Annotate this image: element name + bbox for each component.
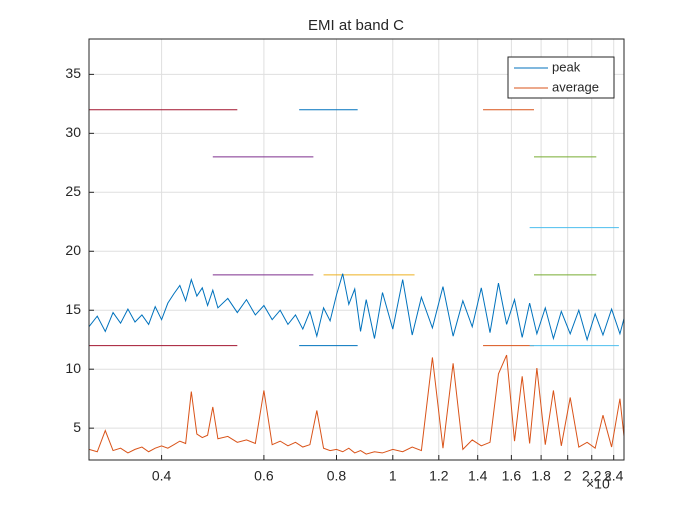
legend-box xyxy=(507,56,615,99)
y-tick-label: 20 xyxy=(65,242,81,258)
y-tick-label: 15 xyxy=(65,301,81,317)
legend-label: average xyxy=(552,79,599,94)
x-exponent-base: ×10 xyxy=(586,476,610,492)
series-line xyxy=(89,273,624,342)
x-tick-label: 2.2 xyxy=(582,468,602,484)
legend-label: peak xyxy=(552,59,581,74)
x-tick-label: 0.8 xyxy=(327,468,347,484)
x-tick-label: 2 xyxy=(564,468,572,484)
chart-title: EMI at band C xyxy=(308,17,404,34)
plot-area xyxy=(89,39,624,455)
y-tick-label: 10 xyxy=(65,360,81,376)
x-tick-label: 1.6 xyxy=(502,468,522,484)
x-tick-label: 1.8 xyxy=(531,468,551,484)
x-exponent: 8 xyxy=(605,472,611,484)
x-tick-label: 0.4 xyxy=(152,468,172,484)
y-tick-label: 5 xyxy=(73,419,81,435)
x-tick-label: 1.4 xyxy=(468,468,488,484)
axes-box xyxy=(88,38,625,461)
x-tick-label: 1 xyxy=(389,468,397,484)
x-tick-label: 0.6 xyxy=(254,468,274,484)
series-line xyxy=(89,354,624,455)
y-tick-label: 35 xyxy=(65,65,81,81)
x-tick-label: 2.4 xyxy=(604,468,624,484)
x-tick-label: 1.2 xyxy=(429,468,449,484)
y-tick-label: 30 xyxy=(65,124,81,140)
y-tick-label: 25 xyxy=(65,183,81,199)
